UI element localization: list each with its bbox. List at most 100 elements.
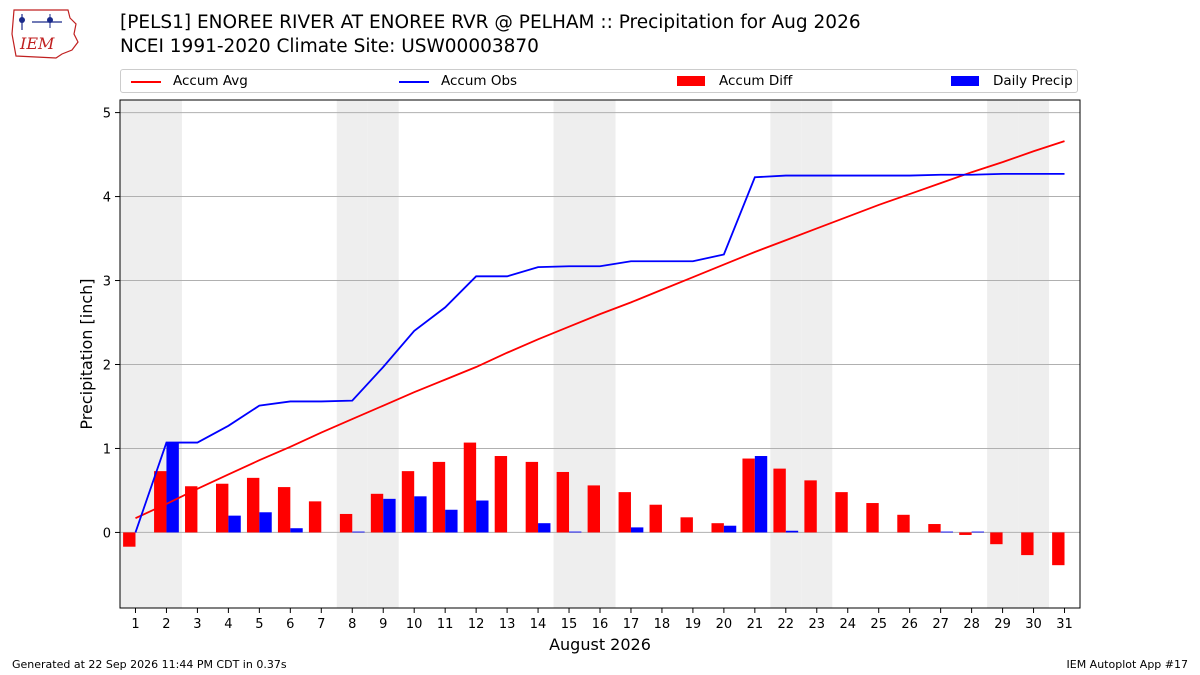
x-tick-label: 5: [255, 617, 263, 632]
accum-diff-bar: [897, 514, 910, 533]
accum-diff-bar: [339, 513, 353, 533]
accum-diff-bar: [1021, 532, 1034, 556]
daily-precip-bar: [290, 528, 303, 533]
accum-diff-bar: [401, 471, 415, 533]
accum-diff-bar: [494, 456, 508, 533]
accum-diff-bar: [277, 487, 291, 533]
x-tick-label: 26: [901, 617, 918, 632]
chart-legend: Accum Avg Accum Obs Accum Diff Daily Pre…: [120, 69, 1078, 93]
accum-diff-bar: [525, 461, 539, 533]
accum-diff-bar: [680, 517, 693, 533]
chart-title: [PELS1] ENOREE RIVER AT ENOREE RVR @ PEL…: [120, 12, 861, 33]
daily-precip-bar: [538, 523, 551, 533]
x-tick-label: 3: [193, 617, 201, 632]
x-axis-label: August 2026: [549, 635, 651, 654]
state-outline-icon: [11, 9, 79, 59]
daily-precip-bar: [414, 496, 427, 533]
x-tick-label: 29: [994, 617, 1011, 632]
accum-diff-bar: [556, 471, 570, 533]
daily-precip-bar: [569, 531, 582, 533]
accum-diff-bar: [618, 492, 631, 533]
logo-text: IEM: [19, 34, 55, 53]
x-tick-label: 30: [1025, 617, 1042, 632]
accum-avg-swatch-icon: [131, 81, 161, 83]
y-axis-label: Precipitation [inch]: [77, 278, 96, 429]
x-tick-label: 10: [406, 617, 423, 632]
x-tick-label: 17: [623, 617, 640, 632]
y-tick-label: 0: [103, 526, 111, 541]
iem-logo: IEM: [11, 9, 79, 59]
accum-diff-bar: [742, 458, 755, 533]
accum-diff-bar: [1052, 532, 1065, 566]
x-tick-label: 4: [224, 617, 232, 632]
weekend-shade: [987, 100, 1019, 608]
daily-precip-bar: [259, 512, 272, 533]
accum-diff-bar: [154, 471, 167, 533]
legend-label: Accum Obs: [441, 73, 518, 89]
legend-label: Accum Avg: [173, 73, 248, 89]
x-tick-label: 11: [437, 617, 454, 632]
daily-precip-bar: [383, 498, 396, 533]
x-tick-label: 1: [131, 617, 139, 632]
y-tick-label: 1: [103, 442, 111, 457]
y-tick-label: 3: [103, 275, 111, 290]
accum-obs-line: [134, 172, 1065, 533]
x-tick-label: 18: [654, 617, 671, 632]
daily-precip-swatch-icon: [951, 76, 979, 86]
y-tick-label: 5: [103, 107, 111, 122]
x-tick-label: 28: [963, 617, 980, 632]
x-tick-label: 7: [317, 617, 325, 632]
daily-precip-bar: [785, 530, 799, 533]
app-credit: IEM Autoplot App #17: [1066, 658, 1189, 671]
accum-diff-bar: [308, 501, 322, 533]
x-tick-label: 16: [592, 617, 609, 632]
generated-timestamp: Generated at 22 Sep 2026 11:44 PM CDT in…: [12, 658, 287, 671]
daily-precip-bar: [940, 531, 954, 533]
accum-diff-bar: [773, 468, 786, 533]
daily-precip-bar: [445, 509, 458, 533]
accum-diff-bar: [649, 504, 662, 533]
weekend-shade: [120, 100, 151, 608]
daily-precip-bar: [476, 500, 489, 533]
accum-obs-swatch-icon: [399, 81, 429, 83]
x-tick-label: 13: [499, 617, 516, 632]
chart-subtitle: NCEI 1991-2020 Climate Site: USW00003870: [120, 36, 539, 57]
accum-diff-bar: [866, 503, 879, 533]
accum-diff-bar: [185, 486, 198, 533]
x-tick-label: 27: [932, 617, 949, 632]
x-tick-label: 23: [809, 617, 826, 632]
accum-diff-bar: [804, 480, 817, 533]
accum-diff-bar: [216, 483, 229, 533]
daily-precip-bar: [723, 525, 737, 533]
accum-diff-bar: [123, 532, 136, 547]
daily-precip-bar: [630, 527, 644, 533]
x-tick-label: 21: [747, 617, 764, 632]
x-tick-label: 9: [379, 617, 387, 632]
x-tick-label: 20: [716, 617, 733, 632]
x-tick-label: 2: [162, 617, 170, 632]
accum-avg-line: [135, 140, 1065, 519]
x-tick-label: 8: [348, 617, 356, 632]
daily-precip-bar: [971, 531, 984, 533]
accum-diff-bar: [928, 524, 941, 533]
accum-diff-bar: [990, 532, 1003, 545]
x-tick-label: 12: [468, 617, 485, 632]
x-tick-label: 22: [778, 617, 795, 632]
daily-precip-bar: [352, 531, 365, 533]
x-tick-label: 31: [1056, 617, 1073, 632]
x-tick-label: 6: [286, 617, 294, 632]
accum-diff-bar: [463, 442, 477, 533]
daily-precip-bar: [228, 515, 241, 533]
x-tick-label: 15: [561, 617, 578, 632]
y-tick-label: 4: [103, 191, 111, 206]
y-tick-label: 2: [103, 358, 111, 373]
x-tick-label: 14: [530, 617, 547, 632]
legend-label: Accum Diff: [719, 73, 793, 89]
accum-diff-bar: [835, 492, 848, 533]
legend-label: Daily Precip: [993, 73, 1073, 89]
daily-precip-bar: [166, 442, 179, 533]
accum-diff-bar: [959, 532, 972, 535]
accum-diff-bar: [711, 523, 724, 533]
accum-diff-bar: [587, 485, 600, 533]
